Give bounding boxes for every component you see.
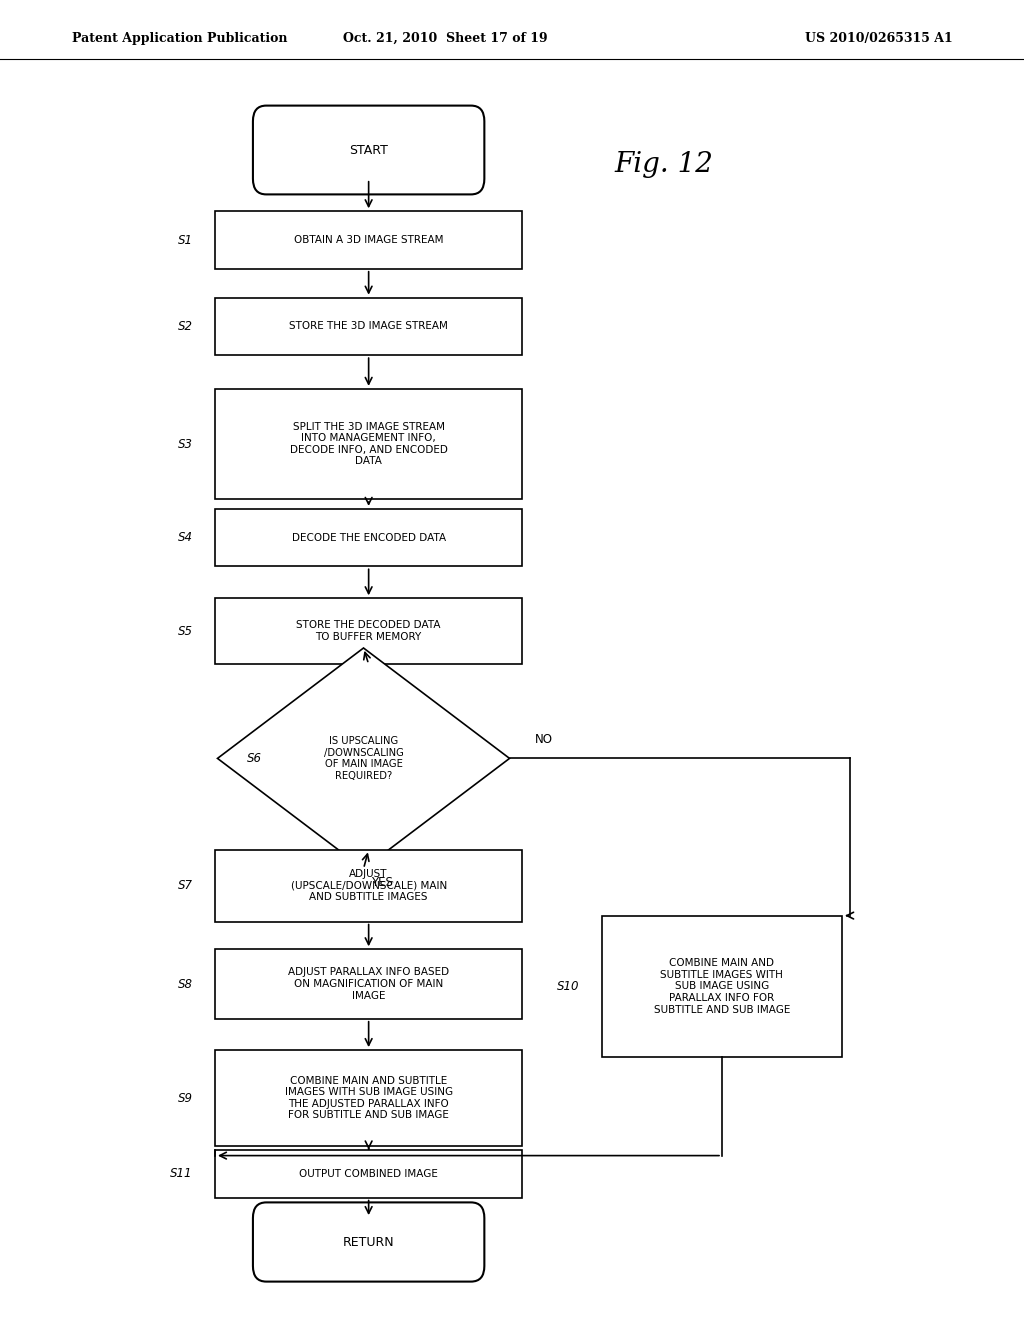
- Text: S7: S7: [177, 879, 193, 892]
- Text: S4: S4: [177, 531, 193, 544]
- Text: OBTAIN A 3D IMAGE STREAM: OBTAIN A 3D IMAGE STREAM: [294, 235, 443, 246]
- Text: S2: S2: [177, 319, 193, 333]
- Text: S10: S10: [557, 979, 579, 993]
- Text: RETURN: RETURN: [343, 1236, 394, 1249]
- Text: SPLIT THE 3D IMAGE STREAM
INTO MANAGEMENT INFO,
DECODE INFO, AND ENCODED
DATA: SPLIT THE 3D IMAGE STREAM INTO MANAGEMEN…: [290, 421, 447, 466]
- Text: OUTPUT COMBINED IMAGE: OUTPUT COMBINED IMAGE: [299, 1168, 438, 1179]
- FancyBboxPatch shape: [253, 1203, 484, 1282]
- Bar: [215, 850, 522, 921]
- Text: STORE THE 3D IMAGE STREAM: STORE THE 3D IMAGE STREAM: [289, 321, 449, 331]
- Text: START: START: [349, 144, 388, 157]
- Text: Patent Application Publication: Patent Application Publication: [72, 32, 287, 45]
- Text: S8: S8: [177, 978, 193, 990]
- Bar: [215, 508, 522, 566]
- Text: COMBINE MAIN AND
SUBTITLE IMAGES WITH
SUB IMAGE USING
PARALLAX INFO FOR
SUBTITLE: COMBINE MAIN AND SUBTITLE IMAGES WITH SU…: [653, 958, 791, 1015]
- Text: S1: S1: [177, 234, 193, 247]
- Text: S3: S3: [177, 437, 193, 450]
- Text: COMBINE MAIN AND SUBTITLE
IMAGES WITH SUB IMAGE USING
THE ADJUSTED PARALLAX INFO: COMBINE MAIN AND SUBTITLE IMAGES WITH SU…: [285, 1076, 453, 1121]
- Text: NO: NO: [536, 734, 553, 746]
- Text: ADJUST PARALLAX INFO BASED
ON MAGNIFICATION OF MAIN
IMAGE: ADJUST PARALLAX INFO BASED ON MAGNIFICAT…: [288, 968, 450, 1001]
- Text: YES: YES: [371, 876, 393, 888]
- Text: IS UPSCALING
/DOWNSCALING
OF MAIN IMAGE
REQUIRED?: IS UPSCALING /DOWNSCALING OF MAIN IMAGE …: [324, 737, 403, 781]
- FancyBboxPatch shape: [253, 106, 484, 194]
- Bar: [215, 297, 522, 355]
- Text: ADJUST
(UPSCALE/DOWNSCALE) MAIN
AND SUBTITLE IMAGES: ADJUST (UPSCALE/DOWNSCALE) MAIN AND SUBT…: [291, 869, 446, 902]
- Bar: [215, 1049, 522, 1146]
- Bar: [601, 916, 842, 1057]
- Bar: [215, 949, 522, 1019]
- Text: S9: S9: [177, 1092, 193, 1105]
- Text: Oct. 21, 2010  Sheet 17 of 19: Oct. 21, 2010 Sheet 17 of 19: [343, 32, 548, 45]
- Bar: [215, 598, 522, 664]
- Text: STORE THE DECODED DATA
TO BUFFER MEMORY: STORE THE DECODED DATA TO BUFFER MEMORY: [296, 620, 441, 642]
- Bar: [215, 1150, 522, 1197]
- Text: DECODE THE ENCODED DATA: DECODE THE ENCODED DATA: [292, 532, 445, 543]
- Text: S6: S6: [247, 752, 261, 764]
- Polygon shape: [217, 648, 510, 869]
- Text: Fig. 12: Fig. 12: [614, 152, 714, 178]
- Bar: [215, 211, 522, 269]
- Text: S5: S5: [177, 624, 193, 638]
- Text: US 2010/0265315 A1: US 2010/0265315 A1: [805, 32, 952, 45]
- Text: S11: S11: [170, 1167, 193, 1180]
- Bar: [215, 389, 522, 499]
